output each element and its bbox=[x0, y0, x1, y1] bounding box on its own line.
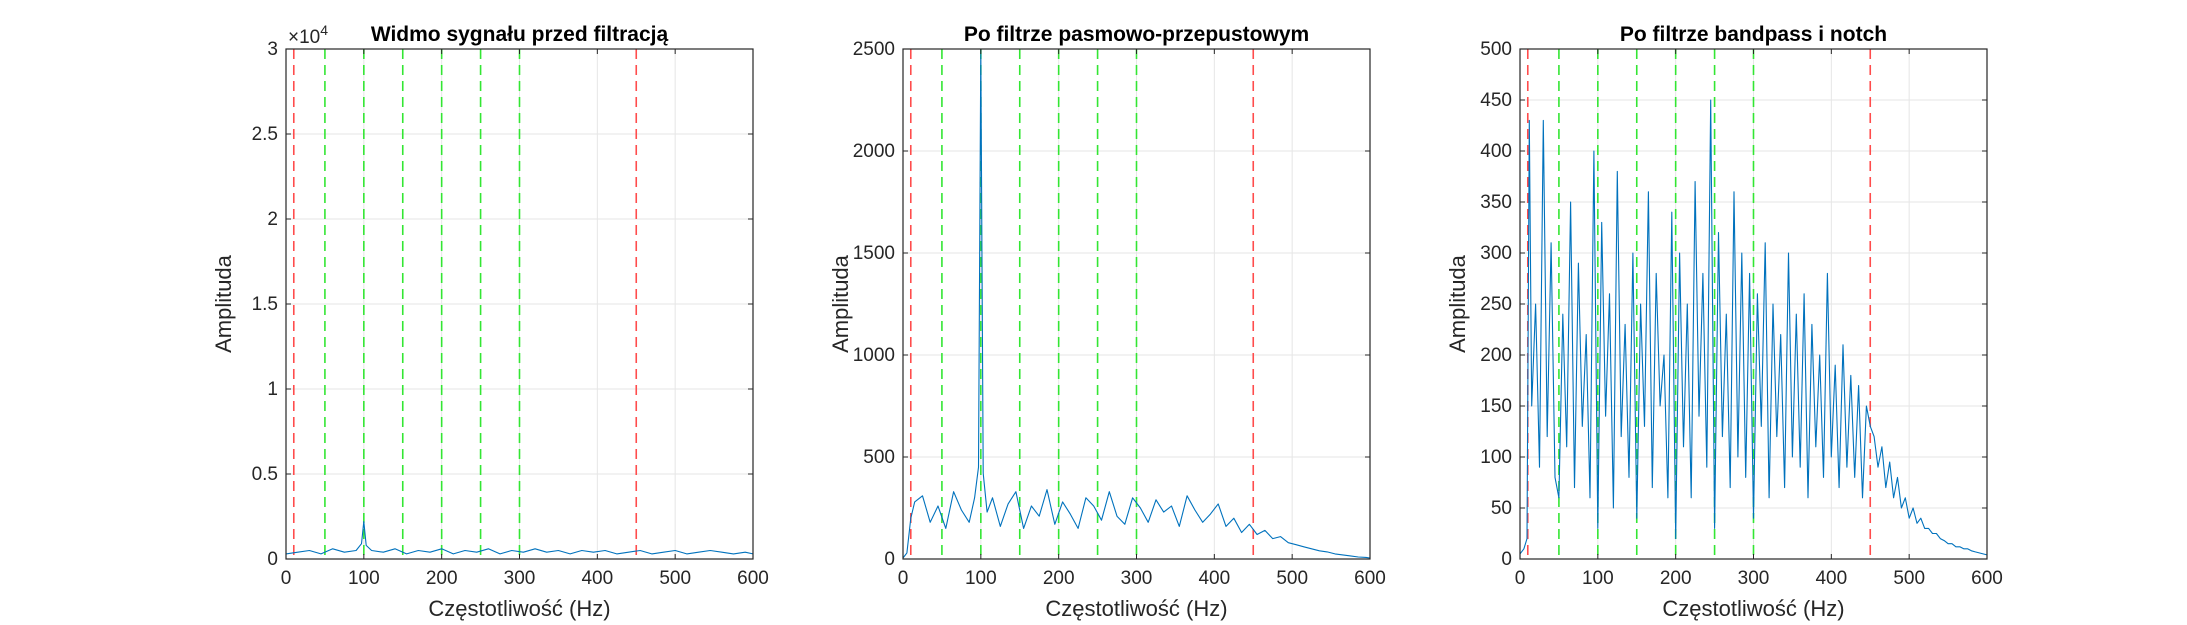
y-tick-label: 100 bbox=[1480, 447, 1512, 468]
x-tick-label: 400 bbox=[581, 568, 613, 589]
x-tick-label: 200 bbox=[1043, 568, 1075, 589]
y-tick-label: 1 bbox=[267, 379, 278, 400]
y-tick-label: 0 bbox=[1501, 549, 1512, 570]
x-tick-label: 400 bbox=[1815, 568, 1847, 589]
y-axis-label: Amplituda bbox=[828, 254, 853, 353]
x-tick-label: 200 bbox=[426, 568, 458, 589]
y-tick-label: 1000 bbox=[853, 345, 895, 366]
y-tick-label: 0 bbox=[884, 549, 895, 570]
y-tick-label: 350 bbox=[1480, 192, 1512, 213]
y-tick-label: 300 bbox=[1480, 243, 1512, 264]
spectrum-line bbox=[902, 48, 1371, 559]
spectrum-line bbox=[285, 521, 754, 555]
x-axis-label: Częstotliwość (Hz) bbox=[428, 596, 610, 621]
x-tick-label: 0 bbox=[898, 568, 909, 589]
y-tick-label: 250 bbox=[1480, 294, 1512, 315]
x-tick-label: 500 bbox=[1276, 568, 1308, 589]
x-axis-label: Częstotliwość (Hz) bbox=[1045, 596, 1227, 621]
x-tick-label: 200 bbox=[1660, 568, 1692, 589]
x-tick-label: 600 bbox=[1354, 568, 1386, 589]
x-tick-label: 100 bbox=[348, 568, 380, 589]
y-tick-label: 1500 bbox=[853, 243, 895, 264]
x-tick-label: 300 bbox=[1121, 568, 1153, 589]
y-tick-label: 2000 bbox=[853, 141, 895, 162]
x-tick-label: 600 bbox=[737, 568, 769, 589]
spectrum-line bbox=[1519, 99, 1988, 556]
y-tick-label: 200 bbox=[1480, 345, 1512, 366]
chart-title: Po filtrze bandpass i notch bbox=[1620, 23, 1887, 46]
chart-panel-3: 0 100 200 300 400 500 600 0 50 100 150 200 250 300 350… bbox=[1445, 23, 2003, 621]
x-tick-label: 300 bbox=[1738, 568, 1770, 589]
x-axis-label: Częstotliwość (Hz) bbox=[1662, 596, 1844, 621]
y-axis-label: Amplituda bbox=[211, 254, 236, 353]
x-tick-label: 300 bbox=[504, 568, 536, 589]
y-tick-label: 450 bbox=[1480, 90, 1512, 111]
x-tick-label: 100 bbox=[965, 568, 997, 589]
y-axis-label: Amplituda bbox=[1445, 254, 1470, 353]
chart-title: Widmo sygnału przed filtracją bbox=[371, 23, 669, 46]
y-tick-label: 1.5 bbox=[252, 294, 278, 315]
chart-title: Po filtrze pasmowo-przepustowym bbox=[964, 23, 1309, 46]
y-tick-label: 0.5 bbox=[252, 464, 278, 485]
x-tick-label: 400 bbox=[1198, 568, 1230, 589]
y-tick-label: 2500 bbox=[853, 39, 895, 60]
y-tick-label: 0 bbox=[267, 549, 278, 570]
x-tick-label: 500 bbox=[1893, 568, 1925, 589]
y-multiplier-label: ×104 bbox=[288, 22, 328, 48]
y-tick-label: 150 bbox=[1480, 396, 1512, 417]
y-tick-label: 400 bbox=[1480, 141, 1512, 162]
y-tick-label: 500 bbox=[863, 447, 895, 468]
x-tick-label: 0 bbox=[1515, 568, 1526, 589]
x-tick-label: 600 bbox=[1971, 568, 2003, 589]
y-tick-label: 2.5 bbox=[252, 124, 278, 145]
x-tick-label: 500 bbox=[659, 568, 691, 589]
chart-panel-1: 0 100 200 300 400 500 600 0 0.5 1 1.5 2 2.5 3 ×104 Widm… bbox=[211, 22, 769, 621]
y-tick-label: 50 bbox=[1491, 498, 1512, 519]
x-tick-label: 100 bbox=[1582, 568, 1614, 589]
y-tick-label: 3 bbox=[267, 39, 278, 60]
y-tick-label: 2 bbox=[267, 209, 278, 230]
chart-panel-2: 0 100 200 300 400 500 600 0 500 1000 1500 2000 2500 P… bbox=[828, 23, 1386, 621]
x-tick-label: 0 bbox=[281, 568, 292, 589]
y-tick-label: 500 bbox=[1480, 39, 1512, 60]
